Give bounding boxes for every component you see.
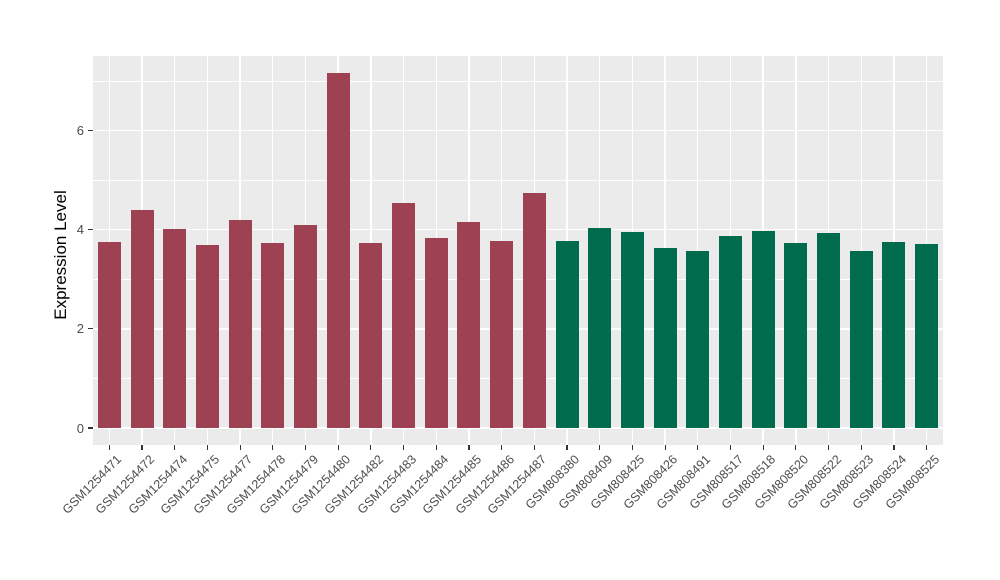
x-tick-mark-GSM1254479 <box>304 445 307 450</box>
y-axis-title: Expression Level <box>51 190 70 320</box>
bar-GSM808520 <box>784 243 808 428</box>
bar-GSM1254471 <box>97 242 121 428</box>
bar-GSM1254486 <box>490 240 514 428</box>
bar-GSM1254485 <box>457 222 481 428</box>
x-tick-mark-GSM1254487 <box>533 445 535 450</box>
x-tick-mark-GSM808426 <box>664 445 666 450</box>
y-tick-mark-0 <box>88 427 93 429</box>
x-tick-mark-GSM808525 <box>926 445 928 450</box>
bar-GSM808380 <box>555 240 579 428</box>
x-tick-mark-GSM808425 <box>631 445 633 450</box>
bar-GSM1254480 <box>326 73 350 428</box>
y-tick-mark-6 <box>88 129 93 131</box>
gridline-major-y-2 <box>93 328 943 330</box>
bar-GSM1254484 <box>424 237 448 428</box>
bar-GSM808523 <box>849 251 873 428</box>
x-tick-mark-GSM1254480 <box>337 445 339 450</box>
x-tick-mark-GSM1254482 <box>370 445 372 450</box>
bar-GSM808518 <box>751 231 775 428</box>
bar-GSM808517 <box>719 236 742 428</box>
bar-GSM1254487 <box>522 193 546 428</box>
bar-GSM808525 <box>915 244 939 428</box>
y-tick-label-6: 6 <box>76 122 84 138</box>
bar-GSM1254477 <box>228 220 252 428</box>
x-tick-mark-GSM1254484 <box>435 445 437 450</box>
bar-GSM808425 <box>620 232 644 428</box>
y-tick-label-0: 0 <box>76 420 84 436</box>
gridline-minor-y-5 <box>93 180 943 181</box>
bar-GSM1254482 <box>359 242 383 428</box>
x-tick-mark-GSM808409 <box>599 445 601 450</box>
x-tick-mark-GSM1254486 <box>501 445 503 450</box>
x-tick-mark-GSM1254477 <box>239 445 241 450</box>
bar-GSM1254478 <box>261 242 285 428</box>
gridline-x-GSM808491 <box>697 56 699 445</box>
x-tick-mark-GSM1254478 <box>272 445 274 450</box>
x-tick-mark-GSM1254474 <box>174 445 176 450</box>
bar-GSM1254475 <box>195 244 219 428</box>
gridline-major-y-0 <box>93 427 943 429</box>
bar-GSM1254474 <box>163 229 187 428</box>
bar-GSM1254483 <box>392 202 416 428</box>
gridline-minor-y-3 <box>93 279 943 280</box>
bar-GSM808426 <box>653 247 677 428</box>
bar-GSM808522 <box>817 233 841 428</box>
gridline-minor-y-1 <box>93 378 943 380</box>
x-tick-mark-GSM1254471 <box>108 445 110 450</box>
x-tick-mark-GSM1254475 <box>206 445 208 450</box>
bar-GSM808491 <box>686 250 710 428</box>
gridline-x-GSM808523 <box>860 56 862 445</box>
y-tick-label-4: 4 <box>76 222 84 238</box>
x-tick-mark-GSM808523 <box>860 445 862 450</box>
x-tick-mark-GSM1254483 <box>402 445 405 450</box>
x-tick-mark-GSM808520 <box>795 445 797 450</box>
x-tick-mark-GSM808491 <box>697 445 699 450</box>
x-tick-mark-GSM808380 <box>566 445 568 450</box>
x-tick-mark-GSM808518 <box>762 445 764 450</box>
gridline-minor-y-7 <box>93 80 943 82</box>
y-tick-mark-2 <box>88 328 93 330</box>
y-tick-mark-4 <box>88 229 93 231</box>
x-tick-mark-GSM808522 <box>827 445 830 450</box>
plot-panel <box>93 56 943 445</box>
x-tick-mark-GSM1254472 <box>141 445 143 450</box>
bar-GSM808524 <box>882 242 906 428</box>
x-tick-mark-GSM808524 <box>893 445 895 450</box>
x-tick-mark-GSM1254485 <box>468 445 470 450</box>
y-tick-label-2: 2 <box>76 321 84 337</box>
bar-GSM1254479 <box>294 225 317 428</box>
bar-GSM1254472 <box>130 209 154 428</box>
x-tick-mark-GSM808517 <box>729 445 732 450</box>
gridline-major-y-6 <box>93 129 943 132</box>
gridline-major-y-4 <box>93 228 943 231</box>
bar-GSM808409 <box>588 228 612 428</box>
